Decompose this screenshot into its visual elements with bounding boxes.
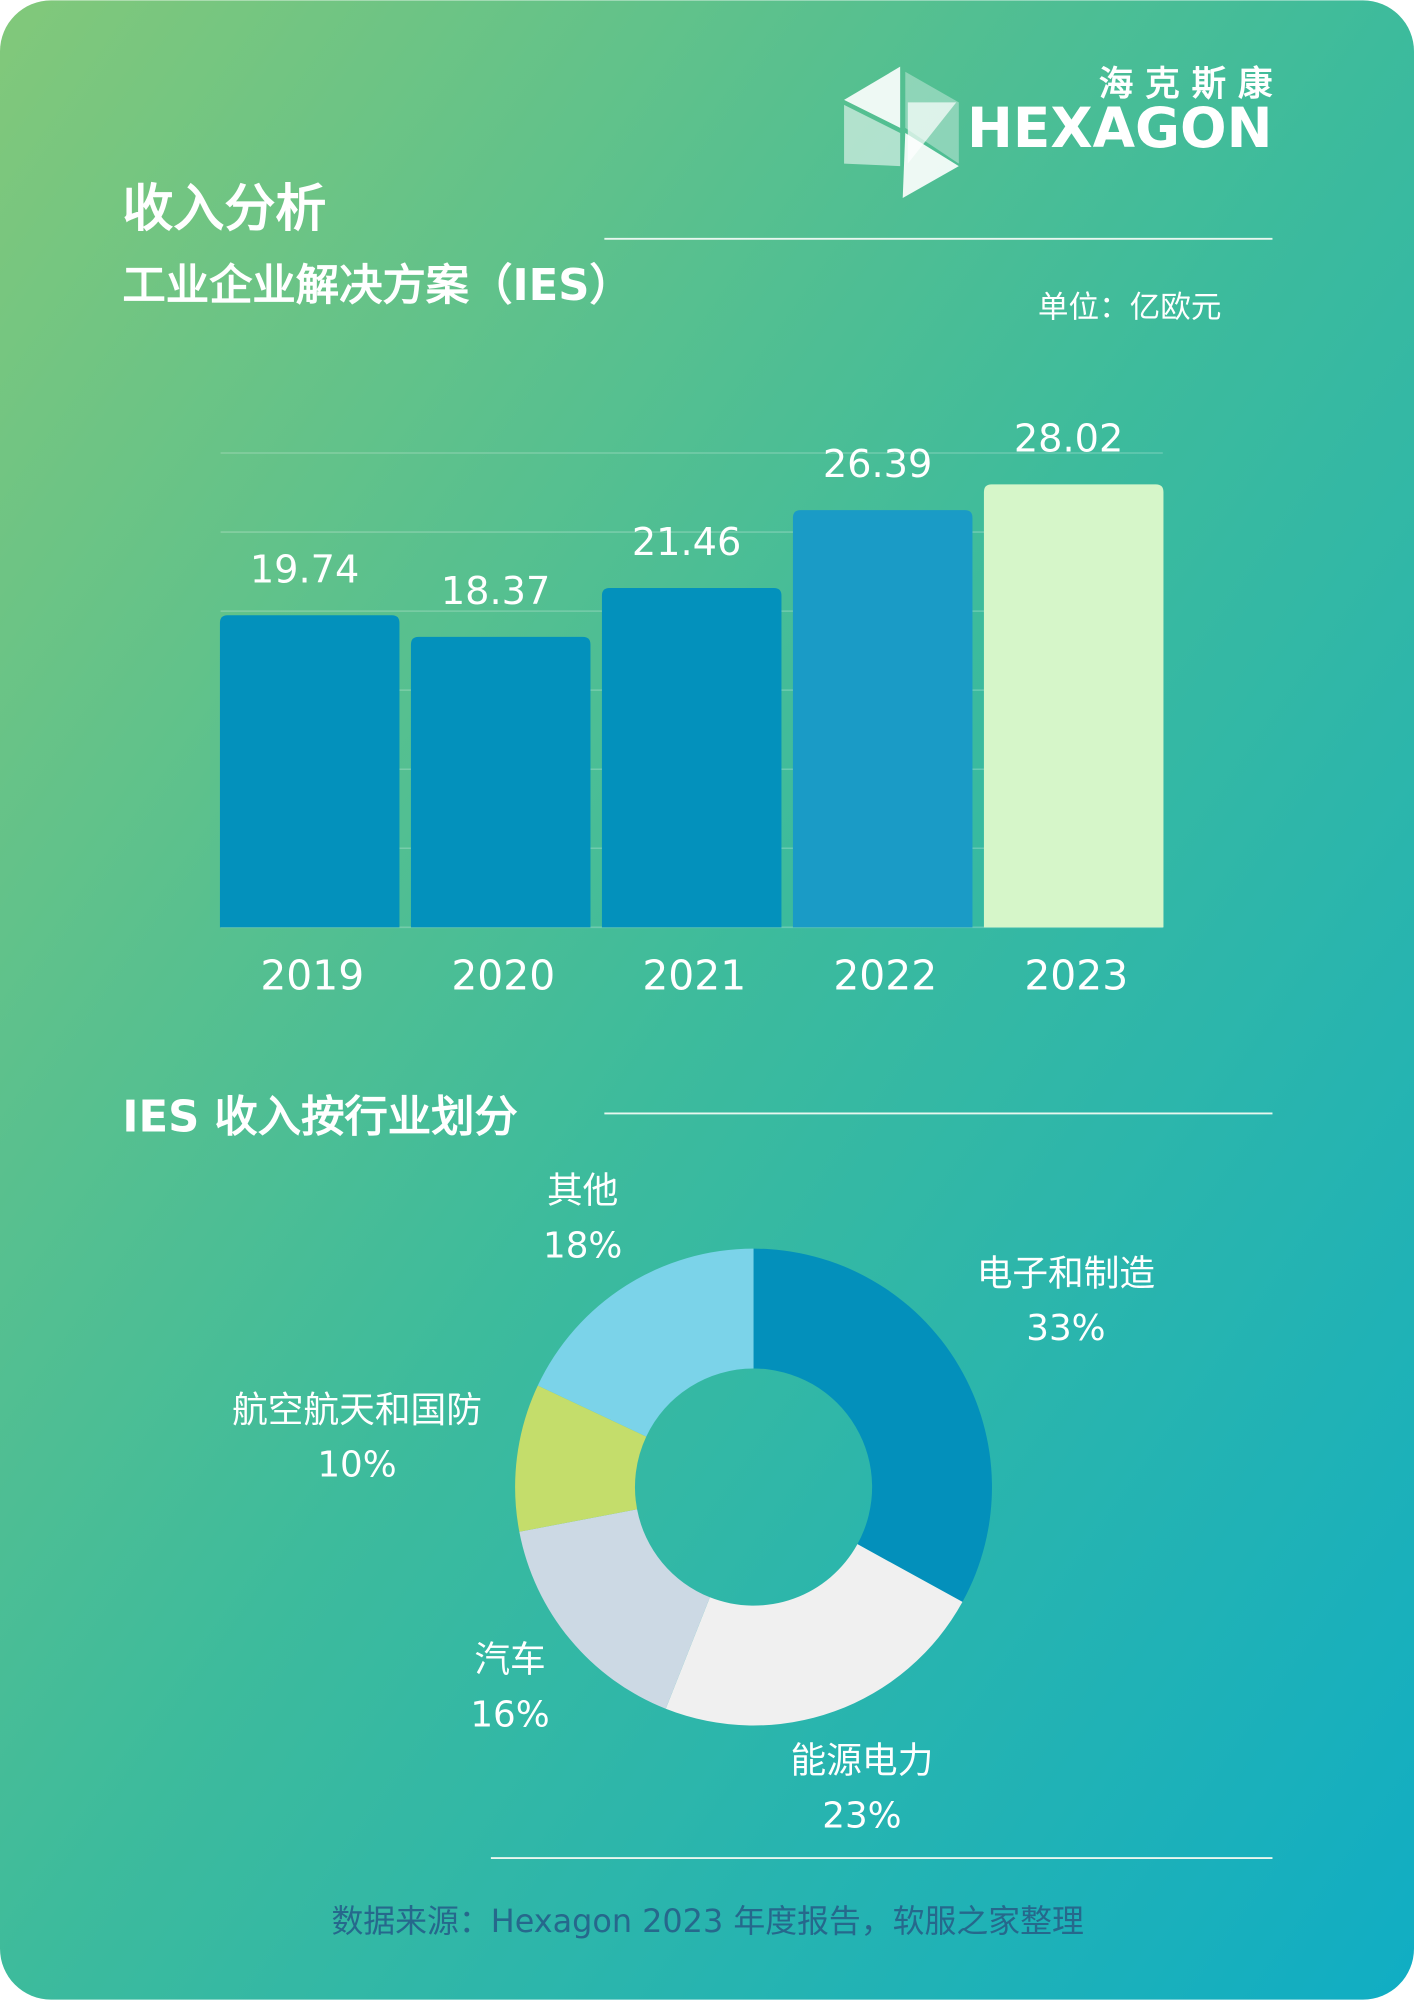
slice-value: 23%	[822, 1795, 901, 1836]
x-tick-label: 2021	[642, 951, 746, 999]
bar	[792, 510, 973, 928]
value-label: 18.37	[441, 569, 551, 614]
donut-slice	[519, 1509, 710, 1709]
source: 数据来源：Hexagon 2023 年度报告，软服之家整理	[331, 1902, 1083, 1940]
logo-en: HEXAGON	[967, 96, 1272, 160]
donut-slice	[665, 1544, 963, 1726]
pie-title: IES 收入按行业划分	[122, 1092, 517, 1142]
value-label: 26.39	[823, 442, 933, 487]
title: 收入分析	[122, 180, 326, 239]
logo-mark	[844, 66, 959, 199]
logo-cn: 海 克 斯 康	[1099, 64, 1273, 104]
value-label: 21.46	[632, 520, 742, 565]
unit: 单位：亿欧元	[1038, 290, 1222, 325]
slice-value: 33%	[1026, 1308, 1105, 1349]
slice-value: 16%	[470, 1695, 549, 1736]
slice-label: 其他	[547, 1171, 618, 1212]
bar	[410, 636, 591, 928]
subtitle: 工业企业解决方案（IES）	[122, 261, 632, 311]
slice-label: 航空航天和国防	[232, 1390, 482, 1431]
value-label: 28.02	[1014, 416, 1124, 461]
x-tick-label: 2019	[260, 951, 364, 999]
x-tick-label: 2022	[833, 951, 937, 999]
x-tick-label: 2020	[451, 951, 555, 999]
bar	[983, 484, 1164, 928]
donut-slice	[537, 1248, 754, 1437]
slice-label: 汽车	[474, 1640, 545, 1681]
slice-value: 10%	[317, 1445, 396, 1486]
bar	[219, 615, 400, 928]
donut-slice	[753, 1248, 992, 1602]
donut-slice	[515, 1385, 647, 1532]
x-tick-label: 2023	[1024, 951, 1128, 999]
slice-label: 能源电力	[791, 1740, 934, 1781]
value-label: 19.74	[250, 547, 360, 592]
slice-label: 电子和制造	[977, 1253, 1155, 1294]
bar	[601, 588, 782, 928]
slice-value: 18%	[543, 1225, 622, 1266]
